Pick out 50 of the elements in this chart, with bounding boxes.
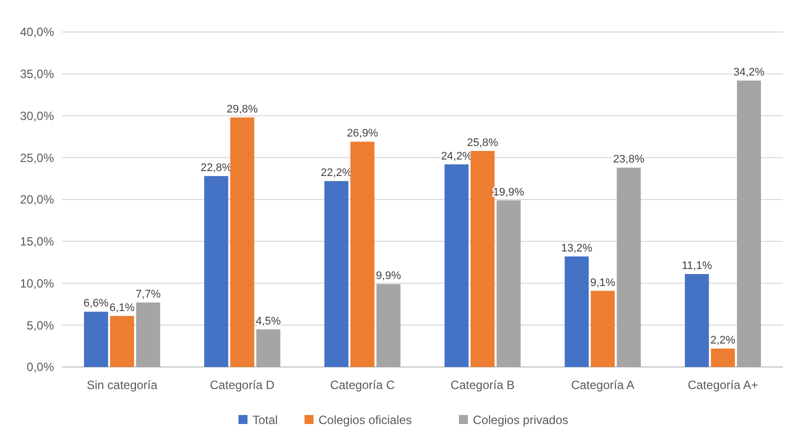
data-label: 6,6%: [84, 298, 109, 310]
x-tick-label: Categoría D: [210, 378, 275, 392]
bar: [684, 274, 709, 367]
data-label: 7,7%: [136, 288, 161, 301]
data-label: 29,8%: [226, 103, 258, 116]
bar: [110, 316, 134, 367]
x-tick-label: Sin categoría: [86, 378, 158, 392]
bar: [590, 290, 615, 367]
legend-label: Colegios privados: [472, 413, 568, 427]
x-tick-label: Categoría A+: [688, 378, 758, 392]
bar: [496, 200, 521, 367]
data-label: 13,2%: [561, 242, 593, 254]
bar: [564, 256, 589, 367]
data-label: 4,5%: [256, 315, 282, 328]
y-tick-label: 25,0%: [20, 150, 54, 165]
legend-label: Colegios oficiales: [318, 413, 412, 427]
y-tick-label: 20,0%: [20, 192, 54, 207]
legend-label: Total: [252, 413, 278, 427]
bar: [736, 80, 761, 367]
y-tick-label: 0,0%: [26, 360, 54, 374]
y-tick-label: 15,0%: [20, 234, 54, 249]
bar: [324, 181, 348, 367]
data-label: 6,1%: [110, 302, 135, 314]
y-tick-label: 30,0%: [20, 108, 54, 123]
x-tick-label: Categoría B: [450, 378, 515, 392]
bar: [444, 164, 469, 367]
data-label: 11,1%: [682, 260, 712, 272]
bar: [376, 284, 400, 367]
data-label: 25,8%: [466, 136, 498, 149]
bar: [350, 142, 374, 367]
data-label: 26,9%: [346, 128, 378, 140]
y-tick-label: 5,0%: [26, 318, 54, 332]
bar: [616, 168, 641, 367]
bar: [230, 117, 254, 367]
x-tick-label: Categoría A: [571, 378, 634, 392]
bar: [470, 150, 495, 367]
bar: [710, 348, 735, 367]
data-label: 2,2%: [710, 334, 736, 347]
data-label: 9,1%: [590, 276, 616, 289]
bar: [84, 312, 108, 367]
data-label: 34,2%: [733, 66, 765, 79]
bar: [204, 176, 228, 367]
data-label: 23,8%: [613, 154, 645, 166]
bar: [136, 302, 160, 367]
data-label: 9,9%: [376, 270, 402, 282]
y-tick-label: 10,0%: [20, 276, 54, 290]
x-tick-label: Categoría C: [330, 378, 396, 392]
bar: [256, 329, 280, 367]
y-tick-label: 35,0%: [20, 67, 54, 82]
y-tick-label: 40,0%: [20, 25, 54, 40]
